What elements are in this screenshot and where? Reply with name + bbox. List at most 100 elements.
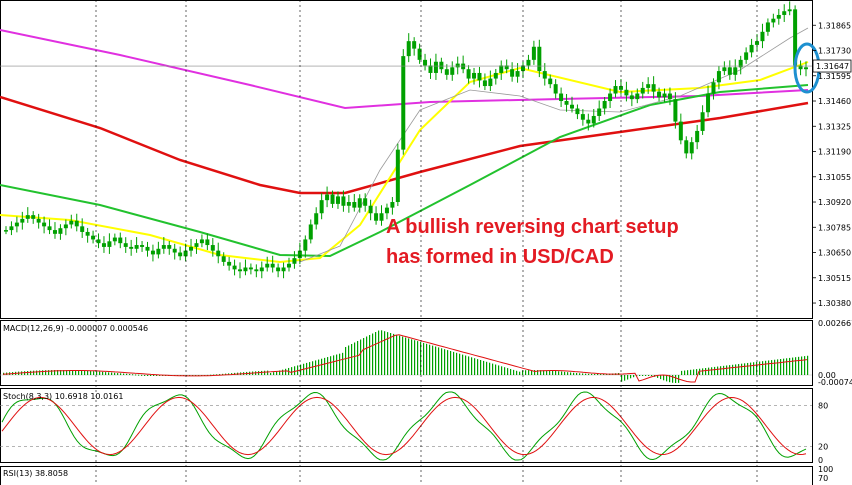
candle-body — [689, 142, 694, 154]
macd-histogram-bar — [513, 369, 515, 375]
candle-body — [537, 46, 542, 72]
macd-histogram-bar — [297, 365, 299, 375]
candle-body — [368, 205, 373, 214]
macd-histogram-bar — [48, 370, 50, 375]
macd-histogram-bar — [222, 373, 224, 375]
candle-body — [101, 243, 106, 247]
macd-histogram-bar — [771, 360, 773, 375]
macd-histogram-bar — [144, 375, 146, 376]
macd-histogram-bar — [477, 359, 479, 375]
macd-histogram-bar — [450, 351, 452, 375]
candle-body — [793, 9, 798, 66]
candle-body — [591, 115, 596, 124]
macd-histogram-bar — [708, 367, 710, 375]
ma-red-line — [0, 95, 809, 195]
price-tick-label: 1.31460 — [818, 97, 851, 106]
candle-body — [243, 267, 248, 272]
macd-histogram-bar — [792, 357, 794, 375]
candle-body — [771, 18, 776, 23]
candle-body — [444, 69, 449, 75]
candle-body — [564, 101, 569, 105]
macd-histogram-bar — [687, 370, 689, 375]
macd-histogram-bar — [672, 375, 674, 383]
macd-histogram-bar — [78, 370, 80, 375]
price-tick-label: 1.31595 — [818, 72, 851, 81]
ma-yellow-line — [0, 61, 809, 264]
macd-histogram-bar — [789, 357, 791, 375]
macd-histogram-bar — [276, 371, 278, 375]
macd-histogram-bar — [114, 372, 116, 375]
candle-body — [292, 258, 297, 264]
candle-body — [439, 61, 444, 70]
candle-body — [667, 93, 672, 100]
candle-body — [515, 71, 520, 77]
macd-histogram-bar — [390, 333, 392, 375]
candle-body — [700, 112, 705, 131]
candle-body — [20, 218, 25, 223]
macd-histogram-bar — [519, 371, 521, 375]
candle-body — [782, 11, 787, 15]
macd-histogram-bar — [507, 368, 509, 375]
macd-histogram-bar — [726, 365, 728, 375]
candle-body — [597, 108, 602, 116]
candle-body — [85, 231, 90, 236]
stoch-tick-label: 0 — [818, 456, 823, 465]
macd-histogram-bar — [108, 372, 110, 375]
candle-body — [602, 101, 607, 109]
macd-signal-line — [2, 334, 808, 383]
macd-histogram-bar — [621, 375, 623, 382]
candle-body — [281, 267, 286, 272]
macd-histogram-bar — [573, 372, 575, 375]
macd-histogram-bar — [285, 368, 287, 375]
macd-histogram-bar — [279, 370, 281, 375]
candle-body — [559, 93, 564, 102]
candle-body — [613, 86, 618, 94]
candle-body — [379, 213, 384, 221]
macd-histogram-bar — [558, 371, 560, 375]
macd-histogram-bar — [135, 374, 137, 376]
candle-body — [521, 65, 526, 72]
macd-histogram-bar — [504, 367, 506, 375]
price-tick-label: 1.30920 — [818, 198, 851, 207]
macd-histogram-bar — [138, 374, 140, 376]
macd-histogram-bar — [543, 370, 545, 375]
candle-body — [684, 140, 689, 154]
candle-body — [25, 215, 30, 219]
macd-histogram-bar — [492, 363, 494, 375]
macd-histogram-bar — [147, 375, 149, 376]
stoch-tick-label: 20 — [818, 442, 828, 451]
macd-histogram-bar — [282, 369, 284, 375]
macd-histogram-bar — [657, 375, 659, 378]
candle-body — [221, 256, 226, 262]
macd-histogram-bar — [414, 340, 416, 375]
candle-body — [112, 237, 117, 242]
macd-histogram-bar — [33, 370, 35, 375]
candle-body — [569, 104, 574, 109]
macd-histogram-bar — [594, 373, 596, 375]
macd-histogram-bar — [522, 370, 524, 375]
candle-body — [363, 198, 368, 206]
macd-histogram-bar — [369, 335, 371, 375]
macd-histogram-bar — [552, 370, 554, 375]
macd-histogram-bar — [666, 375, 668, 382]
candle-body — [488, 78, 493, 87]
macd-histogram-bar — [93, 371, 95, 375]
price-tick-label: 1.31325 — [818, 122, 851, 131]
macd-histogram-bar — [702, 368, 704, 375]
macd-histogram-bar — [468, 356, 470, 375]
candle-body — [74, 220, 79, 227]
macd-histogram-bar — [54, 370, 56, 375]
candle-body — [123, 243, 128, 247]
stochastic-panel: 80 20 0 — [0, 388, 828, 465]
macd-histogram-bar — [591, 373, 593, 375]
macd-histogram-bar — [627, 375, 629, 380]
macd-histogram-bar — [720, 366, 722, 375]
macd-histogram-bar — [768, 360, 770, 375]
candle-body — [727, 67, 732, 75]
macd-histogram-bar — [117, 373, 119, 375]
macd-histogram-bar — [96, 371, 98, 375]
macd-histogram-bar — [66, 370, 68, 375]
macd-histogram-bar — [429, 344, 431, 375]
candle-body — [150, 250, 155, 255]
macd-histogram-bar — [744, 363, 746, 375]
